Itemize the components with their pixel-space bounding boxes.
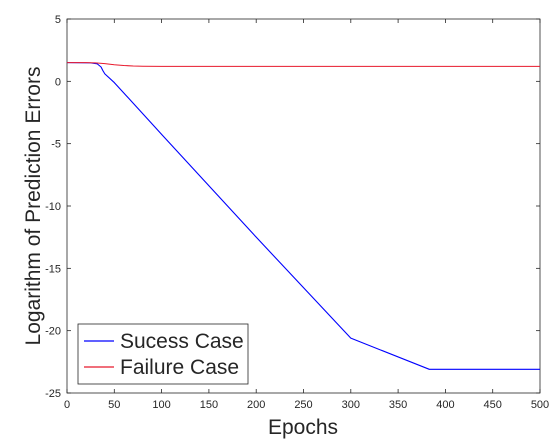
x-tick-label: 450 <box>484 399 502 411</box>
series-line-1 <box>67 62 540 67</box>
x-axis-ticks: 0 50 100 150 200 250 300 350 400 450 500 <box>64 19 549 411</box>
x-axis-label: Epochs <box>268 416 338 439</box>
series-layer <box>66 62 540 370</box>
x-tick-label: 150 <box>200 399 218 411</box>
y-tick-label: -5 <box>51 139 61 151</box>
y-tick-label: 5 <box>55 14 61 26</box>
x-tick-label: 400 <box>436 399 454 411</box>
y-tick-label: -25 <box>45 388 61 400</box>
y-tick-label: -20 <box>45 326 61 338</box>
x-tick-label: 0 <box>64 399 70 411</box>
y-axis-ticks: 5 0 -5 -10 -15 -20 -25 <box>45 14 540 400</box>
legend-label: Sucess Case <box>120 330 244 353</box>
legend: Sucess Case Failure Case <box>77 323 249 385</box>
x-tick-label: 50 <box>108 399 120 411</box>
x-tick-label: 500 <box>531 399 549 411</box>
y-axis-label: Logarithm of Prediction Errors <box>22 67 45 346</box>
y-tick-label: -10 <box>45 201 61 213</box>
x-tick-label: 200 <box>247 399 265 411</box>
series-line-0 <box>66 62 540 370</box>
y-tick-label: 0 <box>55 76 61 88</box>
x-tick-label: 250 <box>294 399 312 411</box>
legend-label: Failure Case <box>120 356 239 379</box>
x-tick-label: 100 <box>152 399 170 411</box>
x-tick-label: 350 <box>389 399 407 411</box>
x-tick-label: 300 <box>342 399 360 411</box>
y-tick-label: -15 <box>45 263 61 275</box>
legend-box <box>77 323 249 385</box>
